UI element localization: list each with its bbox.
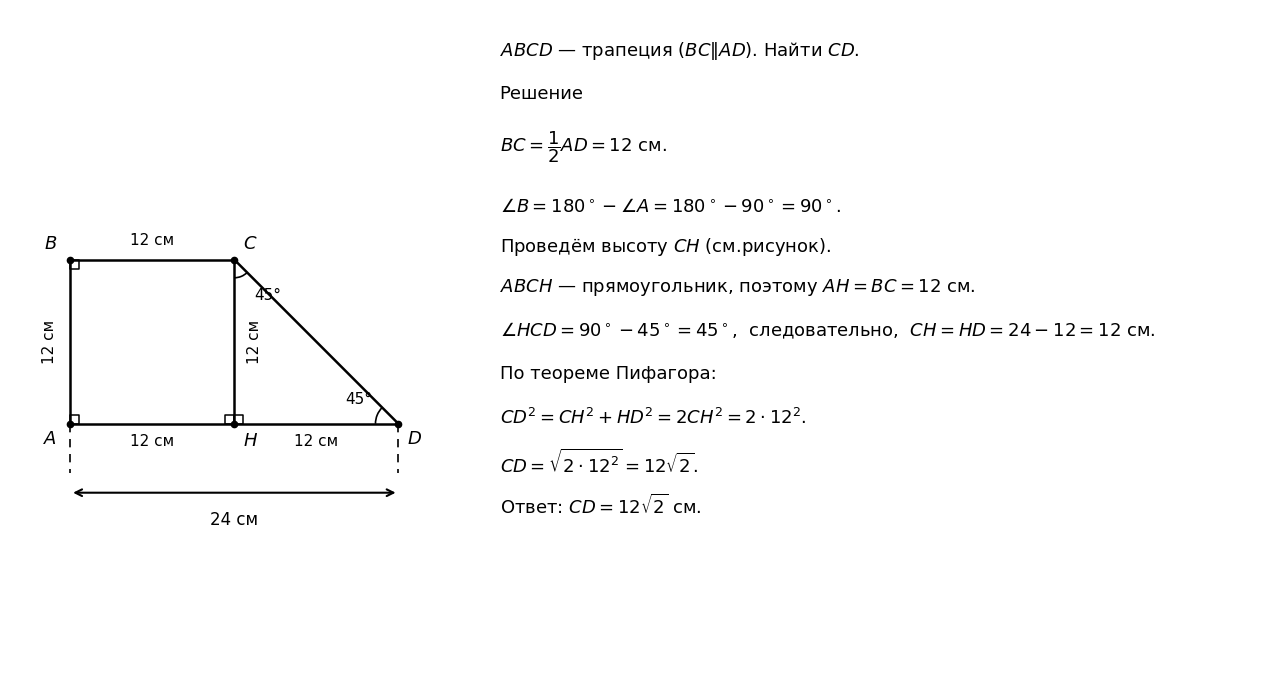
- Text: 12 см: 12 см: [42, 320, 57, 363]
- Text: $B$: $B$: [44, 235, 57, 253]
- Text: $BC = \dfrac{1}{2} AD = 12$ см.: $BC = \dfrac{1}{2} AD = 12$ см.: [500, 129, 666, 165]
- Text: $CD^2 = CH^2 + HD^2 = 2CH^2 = 2 \cdot 12^2$.: $CD^2 = CH^2 + HD^2 = 2CH^2 = 2 \cdot 12…: [500, 407, 806, 427]
- Text: $ABCH$ — прямоугольник, поэтому $AH = BC = 12$ см.: $ABCH$ — прямоугольник, поэтому $AH = BC…: [500, 277, 976, 298]
- Text: 24 см: 24 см: [211, 511, 258, 529]
- Text: 12 см: 12 см: [247, 320, 262, 363]
- Text: $ABCD$ — трапеция ($BC \| AD$). Найти $CD$.: $ABCD$ — трапеция ($BC \| AD$). Найти $C…: [500, 40, 859, 62]
- Text: $\angle B = 180^\circ - \angle A = 180^\circ - 90^\circ = 90^\circ$.: $\angle B = 180^\circ - \angle A = 180^\…: [500, 198, 841, 216]
- Text: $A$: $A$: [44, 430, 57, 448]
- Text: По теореме Пифагора:: По теореме Пифагора:: [500, 365, 716, 383]
- Text: $\angle HCD = 90^\circ - 45^\circ = 45^\circ$,  следовательно,  $CH = HD = 24 - : $\angle HCD = 90^\circ - 45^\circ = 45^\…: [500, 320, 1155, 341]
- Text: $D$: $D$: [406, 430, 422, 448]
- Text: $CD = \sqrt{2 \cdot 12^2} = 12\sqrt{2}$.: $CD = \sqrt{2 \cdot 12^2} = 12\sqrt{2}$.: [500, 448, 698, 477]
- Text: 12 см: 12 см: [294, 434, 338, 449]
- Text: Решение: Решение: [500, 85, 584, 103]
- Text: Ответ: $CD = 12\sqrt{2}$ см.: Ответ: $CD = 12\sqrt{2}$ см.: [500, 494, 701, 518]
- Text: $C$: $C$: [243, 235, 257, 253]
- Text: Проведём высоту $CH$ (см.рисунок).: Проведём высоту $CH$ (см.рисунок).: [500, 236, 831, 259]
- Text: 12 см: 12 см: [130, 434, 175, 449]
- Text: 45°: 45°: [255, 288, 282, 302]
- Text: 45°: 45°: [345, 393, 372, 407]
- Text: 12 см: 12 см: [130, 234, 175, 248]
- Text: $H$: $H$: [243, 432, 257, 450]
